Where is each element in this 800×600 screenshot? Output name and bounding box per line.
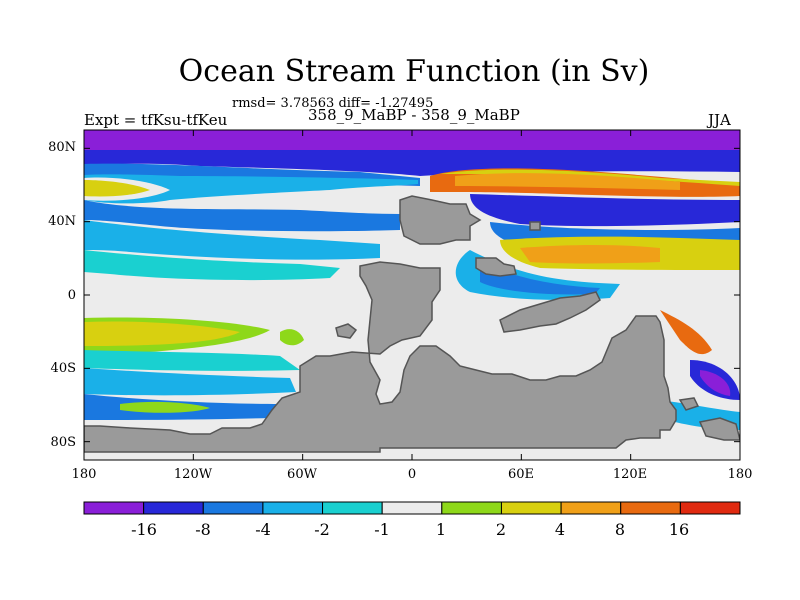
colorbar-swatch [441,501,502,515]
colorbar-swatch [202,501,264,515]
colorbar-swatch [381,501,443,515]
contour-band-negative-se-core [700,370,731,396]
colorbar-swatch [679,501,741,515]
lon-label-180w: 180 [71,467,97,482]
lon-label-60e: 60E [507,467,535,482]
colorbar-label-m8: -8 [195,520,211,539]
contour-band-north-4 [84,200,400,232]
land-small-island-4 [678,397,700,411]
land-masses [84,195,740,453]
colorbar [83,501,741,515]
experiment-label: Expt = tfKsu-tfKeu [84,111,228,129]
colorbar-swatch [560,501,622,515]
contour-band-south-green-small [120,401,210,413]
land-east-island [499,291,601,333]
lat-label-40n: 40N [48,214,76,229]
land-small-island-2 [529,221,541,231]
lat-label-80n: 80N [48,140,76,155]
lat-label-80s: 80S [50,435,76,450]
stats-line: rmsd= 3.78563 diff= -1.27495 [232,96,434,111]
season-label: JJA [708,111,731,129]
contour-patch-green [280,329,304,346]
lon-label-0: 0 [407,467,417,482]
contour-band-central-2 [480,262,600,295]
lat-label-0: 0 [67,288,76,303]
land-southern-continent [84,261,677,453]
axis-ticks [83,130,741,460]
land-north-continent [399,195,482,245]
colorbar-label-m2: -2 [314,520,330,539]
contour-band-arctic [84,130,740,152]
contour-band-north-yellow [84,180,150,197]
colorbar-label-m4: -4 [255,520,271,539]
contour-band-north-3 [84,174,418,204]
contour-band-north-6 [84,250,340,281]
colorbar-swatch [262,501,324,515]
colorbar-swatch [620,501,681,515]
contour-band-north-5 [84,220,380,260]
land-small-island-3 [335,323,358,339]
lon-label-180e: 180 [727,467,753,482]
colorbar-swatch [322,501,383,515]
lon-label-120w: 120W [173,467,213,482]
colorbar-label-16: 16 [668,520,690,539]
plot-title: Ocean Stream Function (in Sv) [178,54,650,89]
colorbar-swatch [500,501,562,515]
period-label: 358_9_MaBP - 358_9_MaBP [308,106,520,124]
contour-band-negative-east [470,194,740,227]
contour-band-south-1 [84,350,300,371]
land-south-east [698,417,740,441]
contour-band-positive-east-core [520,245,660,264]
lon-label-120e: 120E [612,467,648,482]
lat-label-40s: 40S [50,361,76,376]
colorbar-label-8: 8 [614,520,626,539]
lon-label-60w: 60W [287,467,317,482]
contour-band-positive-sw [660,310,712,355]
colorbar-label-1: 1 [435,520,447,539]
contour-band-north-1 [84,150,740,176]
colorbar-label-2: 2 [495,520,507,539]
map-field [84,130,740,460]
contour-band-positive-north-core [455,173,680,190]
land-small-island-1 [475,257,517,277]
colorbar-swatch [83,501,145,515]
colorbar-label-m16: -16 [131,520,157,539]
contour-band-south-yellow [84,321,240,346]
colorbar-label-4: 4 [554,520,566,539]
contour-band-south-2 [84,368,296,396]
colorbar-label-m1: -1 [374,520,390,539]
colorbar-swatch [143,501,204,515]
